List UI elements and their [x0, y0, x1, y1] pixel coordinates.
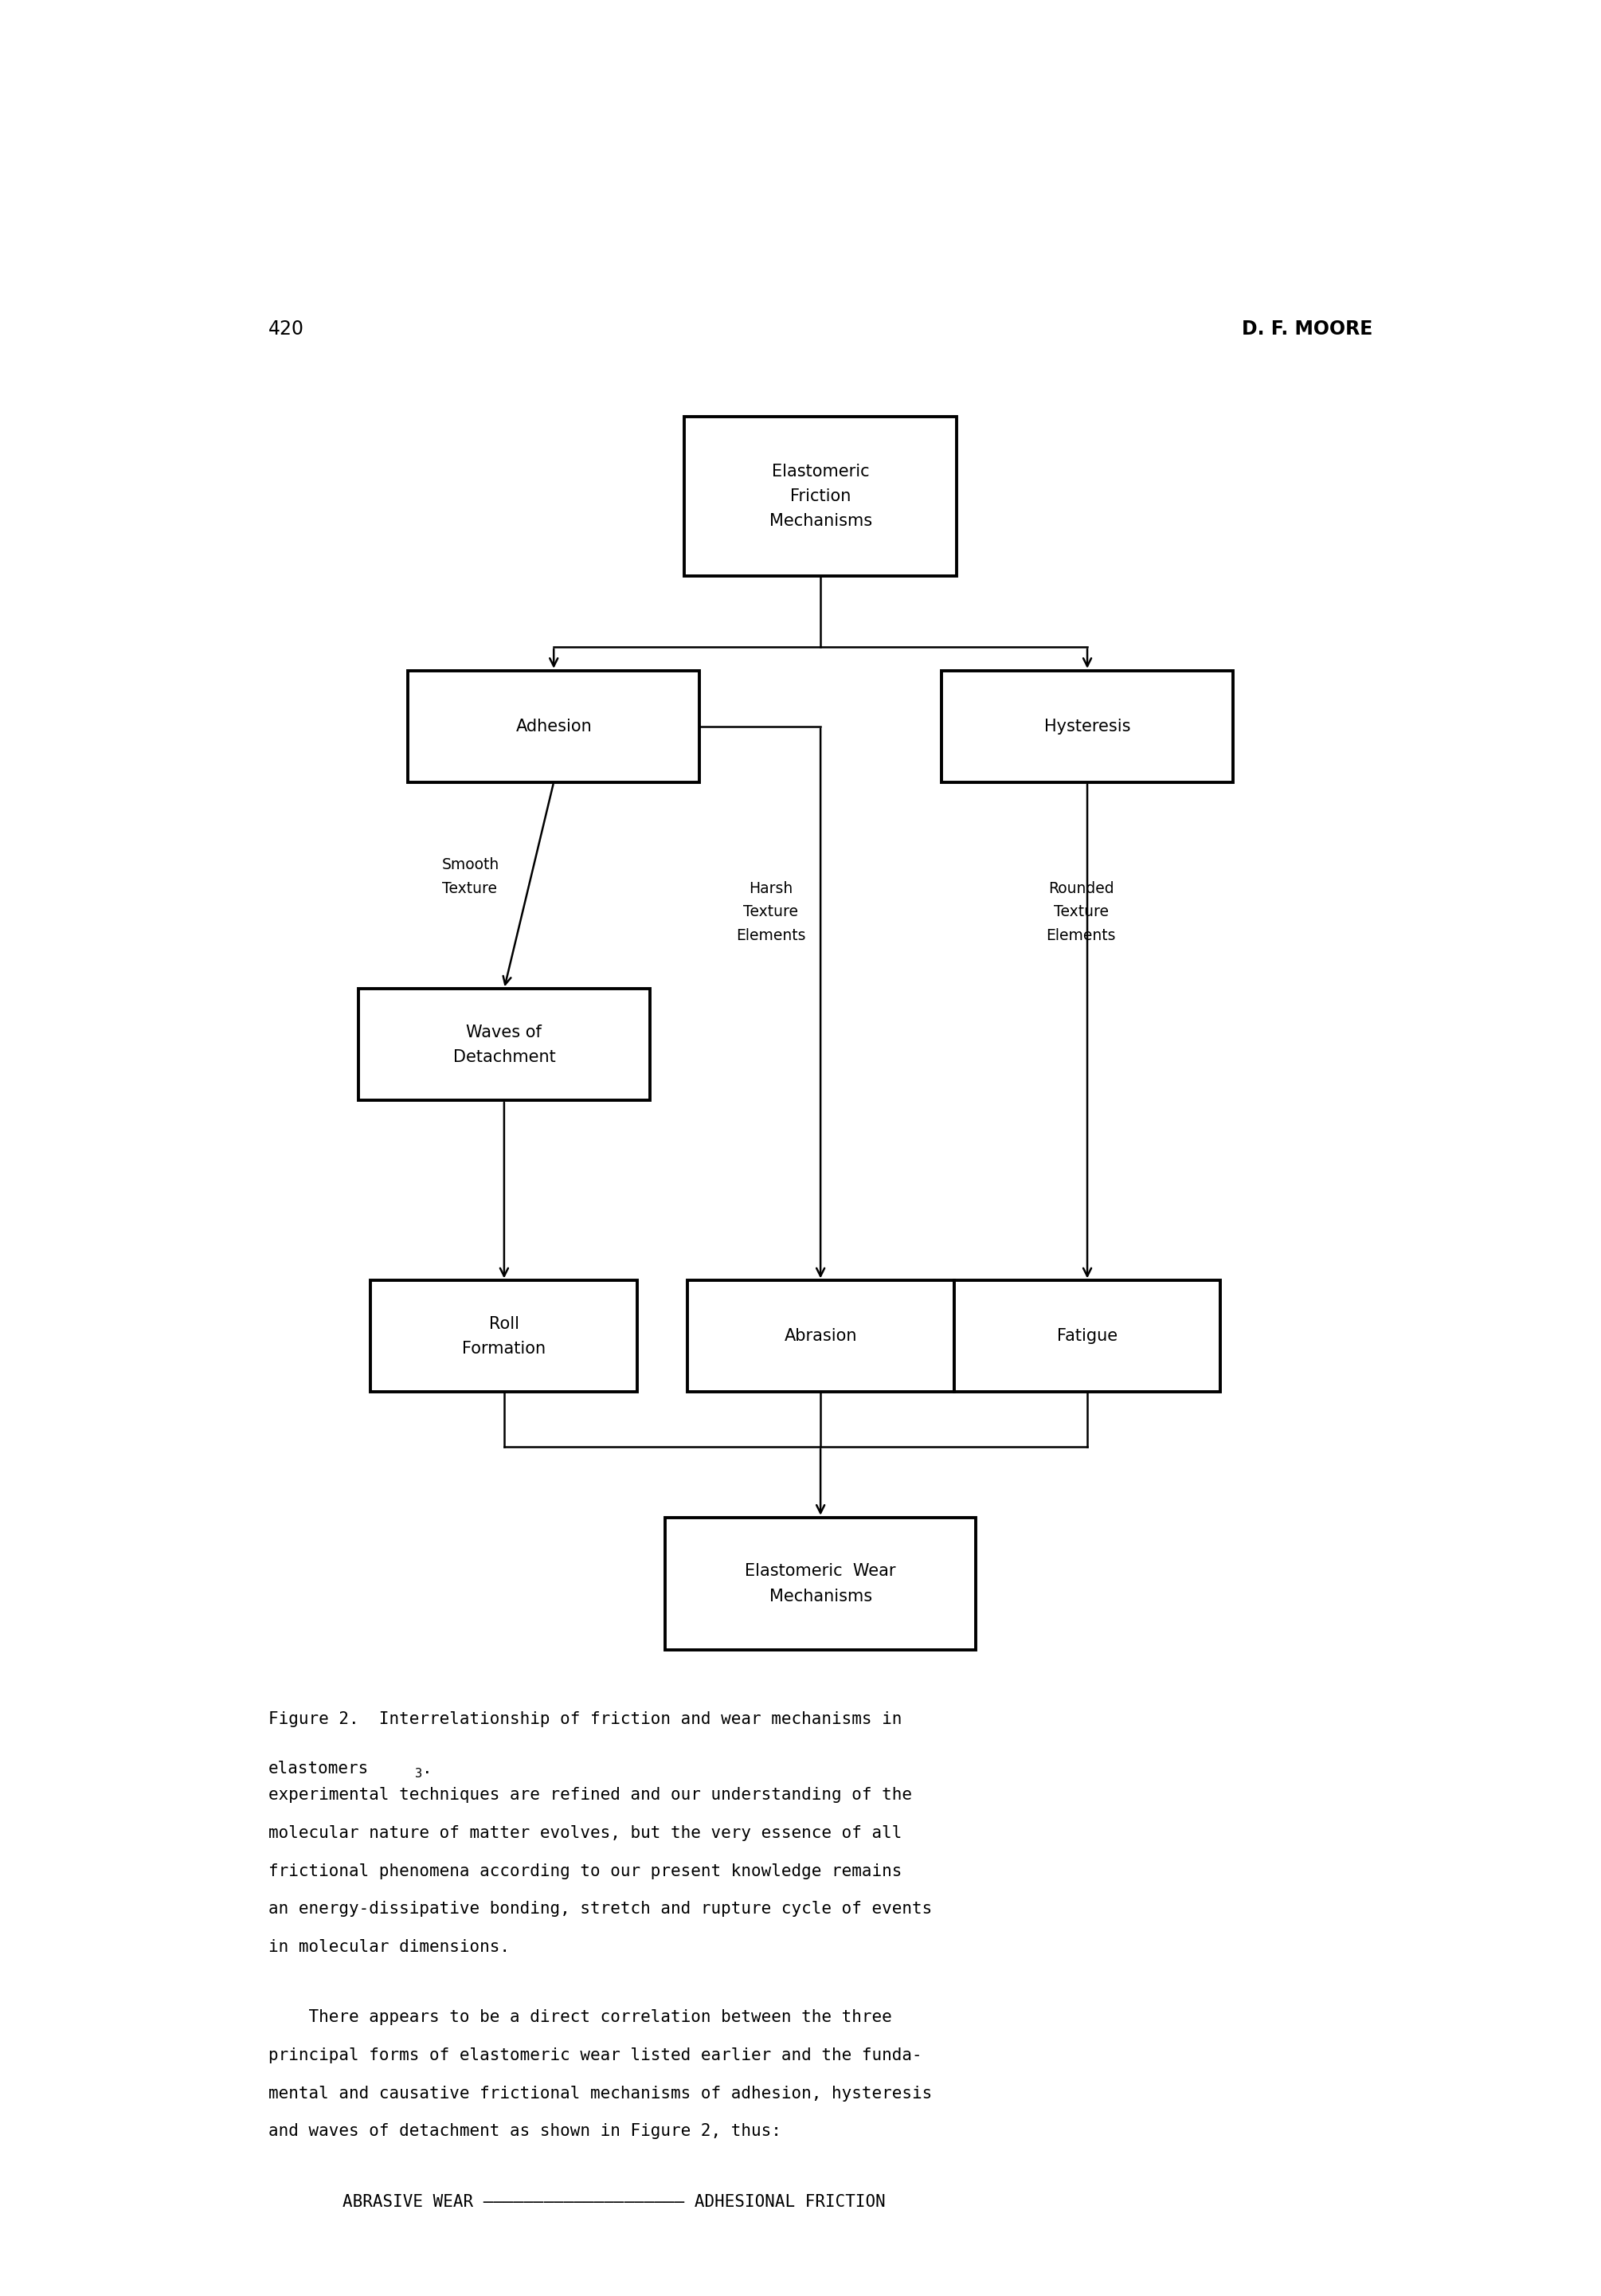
Text: Smooth
Texture: Smooth Texture: [442, 856, 500, 895]
Bar: [371, 1281, 637, 1391]
Text: an energy-dissipative bonding, stretch and rupture cycle of events: an energy-dissipative bonding, stretch a…: [269, 1901, 932, 1917]
Text: Elastomeric  Wear
Mechanisms: Elastomeric Wear Mechanisms: [744, 1564, 897, 1605]
Bar: [954, 1281, 1220, 1391]
Bar: [359, 990, 650, 1100]
Text: Waves of
Detachment: Waves of Detachment: [453, 1024, 556, 1065]
Text: Elastomeric
Friction
Mechanisms: Elastomeric Friction Mechanisms: [768, 464, 873, 530]
Text: Abrasion: Abrasion: [784, 1329, 857, 1343]
Text: ABRASIVE WEAR ———————————————————— ADHESIONAL FRICTION: ABRASIVE WEAR ———————————————————— ADHES…: [343, 2193, 885, 2209]
Text: Harsh
Texture
Elements: Harsh Texture Elements: [736, 882, 805, 944]
Text: 420: 420: [269, 319, 304, 340]
Bar: [687, 1281, 954, 1391]
Text: Fatigue: Fatigue: [1057, 1329, 1117, 1343]
Text: Figure 2.  Interrelationship of friction and wear mechanisms in: Figure 2. Interrelationship of friction …: [269, 1711, 901, 1727]
Text: Adhesion: Adhesion: [516, 719, 592, 735]
Text: experimental techniques are refined and our understanding of the: experimental techniques are refined and …: [269, 1786, 913, 1802]
Text: D. F. MOORE: D. F. MOORE: [1242, 319, 1372, 340]
Bar: [408, 670, 700, 783]
Text: 3: 3: [415, 1768, 423, 1779]
Bar: [666, 1518, 975, 1651]
Bar: [941, 670, 1233, 783]
Text: frictional phenomena according to our present knowledge remains: frictional phenomena according to our pr…: [269, 1862, 901, 1878]
Text: principal forms of elastomeric wear listed earlier and the funda-: principal forms of elastomeric wear list…: [269, 2048, 922, 2064]
Text: Hysteresis: Hysteresis: [1044, 719, 1130, 735]
Text: molecular nature of matter evolves, but the very essence of all: molecular nature of matter evolves, but …: [269, 1825, 901, 1841]
Text: and waves of detachment as shown in Figure 2, thus:: and waves of detachment as shown in Figu…: [269, 2124, 781, 2140]
Bar: [684, 418, 957, 576]
Text: Roll
Formation: Roll Formation: [463, 1316, 546, 1357]
Text: There appears to be a direct correlation between the three: There appears to be a direct correlation…: [269, 2009, 892, 2025]
Text: elastomers: elastomers: [269, 1761, 368, 1777]
Text: mental and causative frictional mechanisms of adhesion, hysteresis: mental and causative frictional mechanis…: [269, 2085, 932, 2101]
Text: in molecular dimensions.: in molecular dimensions.: [269, 1940, 509, 1956]
Text: .: .: [423, 1761, 432, 1777]
Text: Rounded
Texture
Elements: Rounded Texture Elements: [1045, 882, 1116, 944]
